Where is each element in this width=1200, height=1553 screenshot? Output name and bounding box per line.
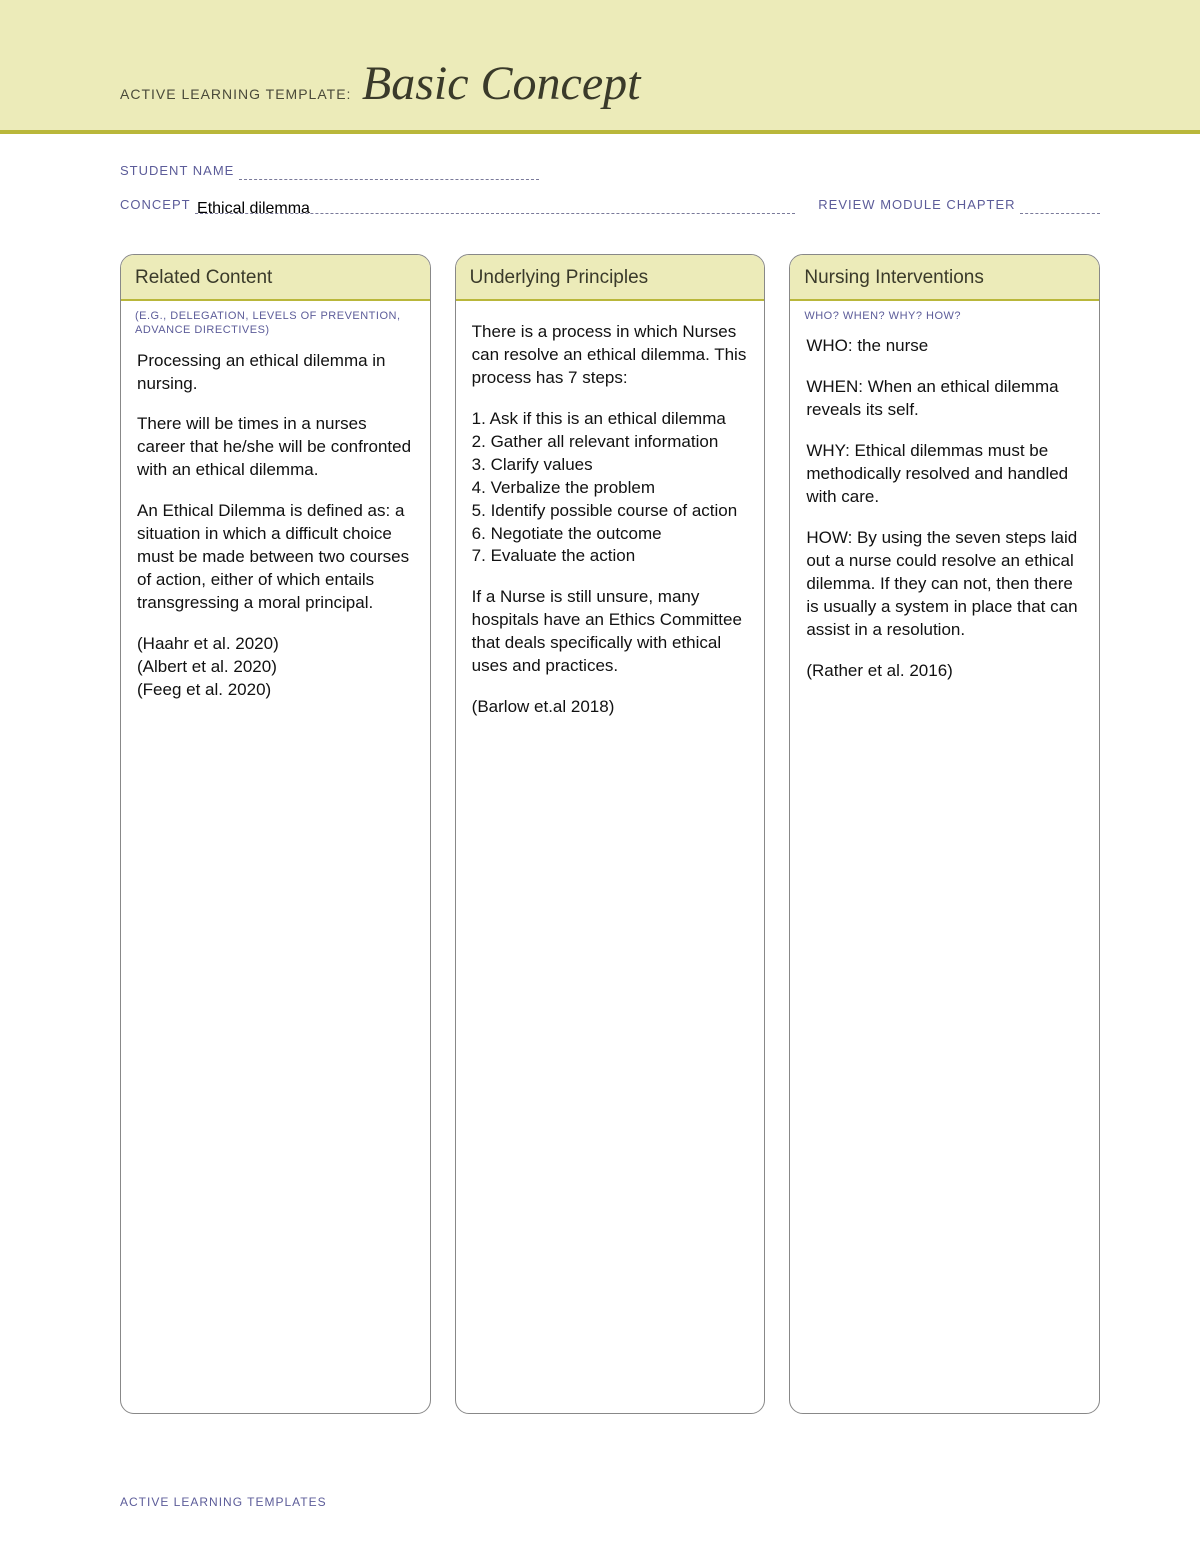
footer-text: ACTIVE LEARNING TEMPLATES: [120, 1495, 327, 1509]
student-name-field[interactable]: [239, 166, 539, 180]
paragraph: There will be times in a nurses career t…: [137, 413, 414, 482]
paragraph: There is a process in which Nurses can r…: [472, 321, 749, 390]
column-nursing-interventions: Nursing Interventions WHO? WHEN? WHY? HO…: [789, 254, 1100, 1414]
column-underlying-principles: Underlying Principles There is a process…: [455, 254, 766, 1414]
paragraph: (Barlow et.al 2018): [472, 696, 749, 719]
template-title: Basic Concept: [362, 56, 641, 111]
paragraph: Processing an ethical dilemma in nursing…: [137, 350, 414, 396]
column-body: WHO: the nurse WHEN: When an ethical dil…: [790, 331, 1099, 716]
column-related-content: Related Content (E.G., DELEGATION, LEVEL…: [120, 254, 431, 1414]
column-body: There is a process in which Nurses can r…: [456, 317, 765, 753]
concept-review-row: CONCEPT Ethical dilemma REVIEW MODULE CH…: [120, 196, 1100, 214]
paragraph: (Rather et al. 2016): [806, 660, 1083, 683]
concept-group: CONCEPT Ethical dilemma: [120, 196, 795, 214]
review-group: REVIEW MODULE CHAPTER: [818, 196, 1100, 214]
concept-label: CONCEPT: [120, 197, 191, 212]
paragraph: 1. Ask if this is an ethical dilemma 2. …: [472, 408, 749, 569]
column-title: Underlying Principles: [456, 255, 765, 301]
column-title: Related Content: [121, 255, 430, 301]
student-name-label: STUDENT NAME: [120, 163, 234, 178]
student-name-row: STUDENT NAME: [120, 162, 1100, 180]
columns-container: Related Content (E.G., DELEGATION, LEVEL…: [0, 230, 1200, 1414]
column-subtitle: [456, 301, 765, 317]
paragraph: (Haahr et al. 2020) (Albert et al. 2020)…: [137, 633, 414, 702]
paragraph: WHEN: When an ethical dilemma reveals it…: [806, 376, 1083, 422]
paragraph: If a Nurse is still unsure, many hospita…: [472, 586, 749, 678]
form-area: STUDENT NAME CONCEPT Ethical dilemma REV…: [0, 134, 1200, 214]
paragraph: WHY: Ethical dilemmas must be methodical…: [806, 440, 1083, 509]
header-band: ACTIVE LEARNING TEMPLATE: Basic Concept: [0, 0, 1200, 130]
review-field[interactable]: [1020, 200, 1100, 214]
review-label: REVIEW MODULE CHAPTER: [818, 197, 1015, 212]
paragraph: WHO: the nurse: [806, 335, 1083, 358]
concept-field[interactable]: Ethical dilemma: [195, 200, 795, 214]
paragraph: An Ethical Dilemma is defined as: a situ…: [137, 500, 414, 615]
template-prefix: ACTIVE LEARNING TEMPLATE:: [120, 86, 351, 102]
column-subtitle: WHO? WHEN? WHY? HOW?: [790, 301, 1099, 331]
column-body: Processing an ethical dilemma in nursing…: [121, 346, 430, 736]
paragraph: HOW: By using the seven steps laid out a…: [806, 527, 1083, 642]
column-subtitle: (E.G., DELEGATION, LEVELS OF PREVENTION,…: [121, 301, 430, 346]
column-title: Nursing Interventions: [790, 255, 1099, 301]
